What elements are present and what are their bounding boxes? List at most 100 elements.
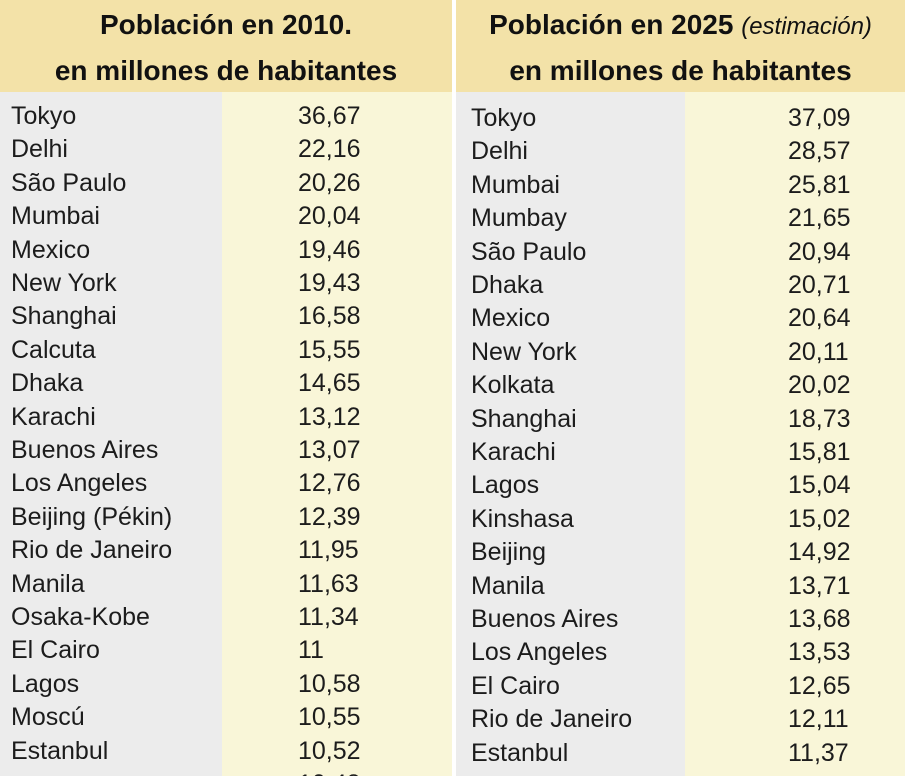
table-row: Karachi 15,81 xyxy=(456,436,905,469)
table-row: Manila 13,71 xyxy=(456,570,905,603)
city-name: Manila xyxy=(11,569,85,598)
table-row: São Paulo 20,26 xyxy=(0,167,452,200)
population-value: 20,71 xyxy=(788,271,851,299)
population-value: 13,68 xyxy=(788,605,851,633)
city-name: São Paulo xyxy=(471,237,587,266)
city-name: Beijing (Pékin) xyxy=(11,502,173,531)
table-header-2025: Población en 2025 (estimación) en millon… xyxy=(456,0,905,92)
population-value: 19,46 xyxy=(298,235,361,264)
table-header-2010: Población en 2010. en millones de habita… xyxy=(0,0,452,92)
table-row: Moscú 10,55 xyxy=(0,701,452,734)
population-value: 14,65 xyxy=(298,369,361,398)
population-value: 20,02 xyxy=(788,371,851,400)
population-value: 10,48 xyxy=(298,768,361,776)
city-name: Shanghai xyxy=(11,302,117,331)
population-value: 11 xyxy=(298,636,324,665)
city-name: Los Angeles xyxy=(471,638,608,667)
table-title-2025-note: (estimación) xyxy=(741,13,872,40)
table-row: Buenos Aires 13,68 xyxy=(456,603,905,636)
table-row: Calcuta 15,55 xyxy=(0,334,452,367)
population-value: 10,55 xyxy=(298,703,361,732)
table-row: Mexico 19,46 xyxy=(0,234,452,267)
population-value: 15,81 xyxy=(788,438,851,466)
population-value: 19,43 xyxy=(298,269,361,297)
city-name: Dhaka xyxy=(471,271,544,299)
population-value: 13,53 xyxy=(788,638,851,667)
city-name: Mumbay xyxy=(471,204,567,233)
table-row: Kolkata 20,02 xyxy=(456,369,905,402)
city-name: Buenos Aires xyxy=(11,436,159,464)
city-name: New York xyxy=(471,337,577,366)
city-name: Lagos xyxy=(11,669,80,698)
table-row: Mexico 20,64 xyxy=(456,302,905,335)
city-name: Rio de Janeiro xyxy=(11,536,173,565)
table-row: Lagos 15,04 xyxy=(456,469,905,502)
population-value: 11,37 xyxy=(788,738,849,767)
table-row: Rio de Janeiro 11,95 xyxy=(0,534,452,567)
city-name: São Paulo xyxy=(11,168,127,197)
population-value: 14,92 xyxy=(788,538,851,567)
population-table-2010: Población en 2010. en millones de habita… xyxy=(0,0,452,776)
city-name: Rio de Janeiro xyxy=(471,705,633,734)
city-name: Beijing xyxy=(471,538,547,567)
city-name: Kinshasa xyxy=(471,504,574,533)
table-row: Tokyo 36,67 xyxy=(0,100,452,133)
table-row: New York 19,43 xyxy=(0,267,452,300)
population-value: 12,76 xyxy=(298,469,361,498)
table-row: Dhaka 14,65 xyxy=(0,367,452,400)
city-name: Mexico xyxy=(11,235,91,264)
city-name: Mexico xyxy=(471,304,551,333)
city-name: New York xyxy=(11,269,117,297)
population-value: 13,12 xyxy=(298,402,361,431)
population-value: 10,52 xyxy=(298,736,361,765)
city-name: Moscú xyxy=(11,703,85,732)
population-value: 20,64 xyxy=(788,304,851,333)
population-value: 10,58 xyxy=(298,669,361,698)
city-name: Osaka-Kobe xyxy=(11,603,150,631)
population-value: 20,11 xyxy=(788,337,849,366)
city-name: Mumbai xyxy=(11,202,100,231)
table-row: Mumbay 21,65 xyxy=(456,202,905,235)
table-row: Estanbul 11,37 xyxy=(456,737,905,770)
population-value: 22,16 xyxy=(298,135,361,164)
table-row: El Cairo 12,65 xyxy=(456,670,905,703)
table-subtitle-2025: en millones de habitantes xyxy=(509,55,852,86)
city-name: Shanghai xyxy=(471,404,577,433)
city-name: Delhi xyxy=(471,137,528,166)
population-value: 25,81 xyxy=(788,170,851,199)
table-subtitle-2010: en millones de habitantes xyxy=(54,55,398,86)
table-row: Mumbai 20,04 xyxy=(0,200,452,233)
table-row: Estanbul 10,52 xyxy=(0,735,452,768)
population-value: 11,34 xyxy=(298,603,359,631)
table-row: Dhaka 20,71 xyxy=(456,269,905,302)
table-row: Rio de Janeiro 12,11 xyxy=(456,703,905,736)
population-value: 20,94 xyxy=(788,237,851,266)
population-value: 12,39 xyxy=(298,502,361,531)
table-row: Tokyo 37,09 xyxy=(456,102,905,135)
table-row: São Paulo 20,94 xyxy=(456,236,905,269)
city-name: Karachi xyxy=(11,402,96,431)
city-name: Manila xyxy=(471,571,545,600)
table-row: Mumbai 25,81 xyxy=(456,169,905,202)
population-value: 20,26 xyxy=(298,168,361,197)
population-value: 11,95 xyxy=(298,536,359,565)
city-name: Karachi xyxy=(471,438,556,466)
table-title-2025: Población en 2025 (estimación) xyxy=(456,9,905,43)
table-row: Buenos Aires 13,07 xyxy=(0,434,452,467)
table-row: Shanghai 16,58 xyxy=(0,300,452,333)
table-row: Beijing 14,92 xyxy=(456,536,905,569)
city-name: Calcuta xyxy=(11,335,96,364)
table-row: Kinshasa 15,02 xyxy=(456,503,905,536)
table-row: Osaka-Kobe 11,34 xyxy=(0,601,452,634)
city-name: Los Angeles xyxy=(11,469,148,498)
table-row: El Cairo 11 xyxy=(0,634,452,667)
population-value: 15,55 xyxy=(298,335,361,364)
table-body-2010: Tokyo 36,67 Delhi 22,16 São Paulo 20,26 Mumbai… xyxy=(0,92,452,776)
table-row: Los Angeles 13,53 xyxy=(456,636,905,669)
table-title-2010: Población en 2010. xyxy=(99,9,353,40)
city-name: Dhaka xyxy=(11,369,84,398)
city-name: El Cairo xyxy=(11,636,100,665)
table-title-2025-text: Población en 2025 xyxy=(489,9,734,40)
table-row: Delhi 22,16 xyxy=(0,133,452,166)
city-name: Kolkata xyxy=(471,371,555,400)
